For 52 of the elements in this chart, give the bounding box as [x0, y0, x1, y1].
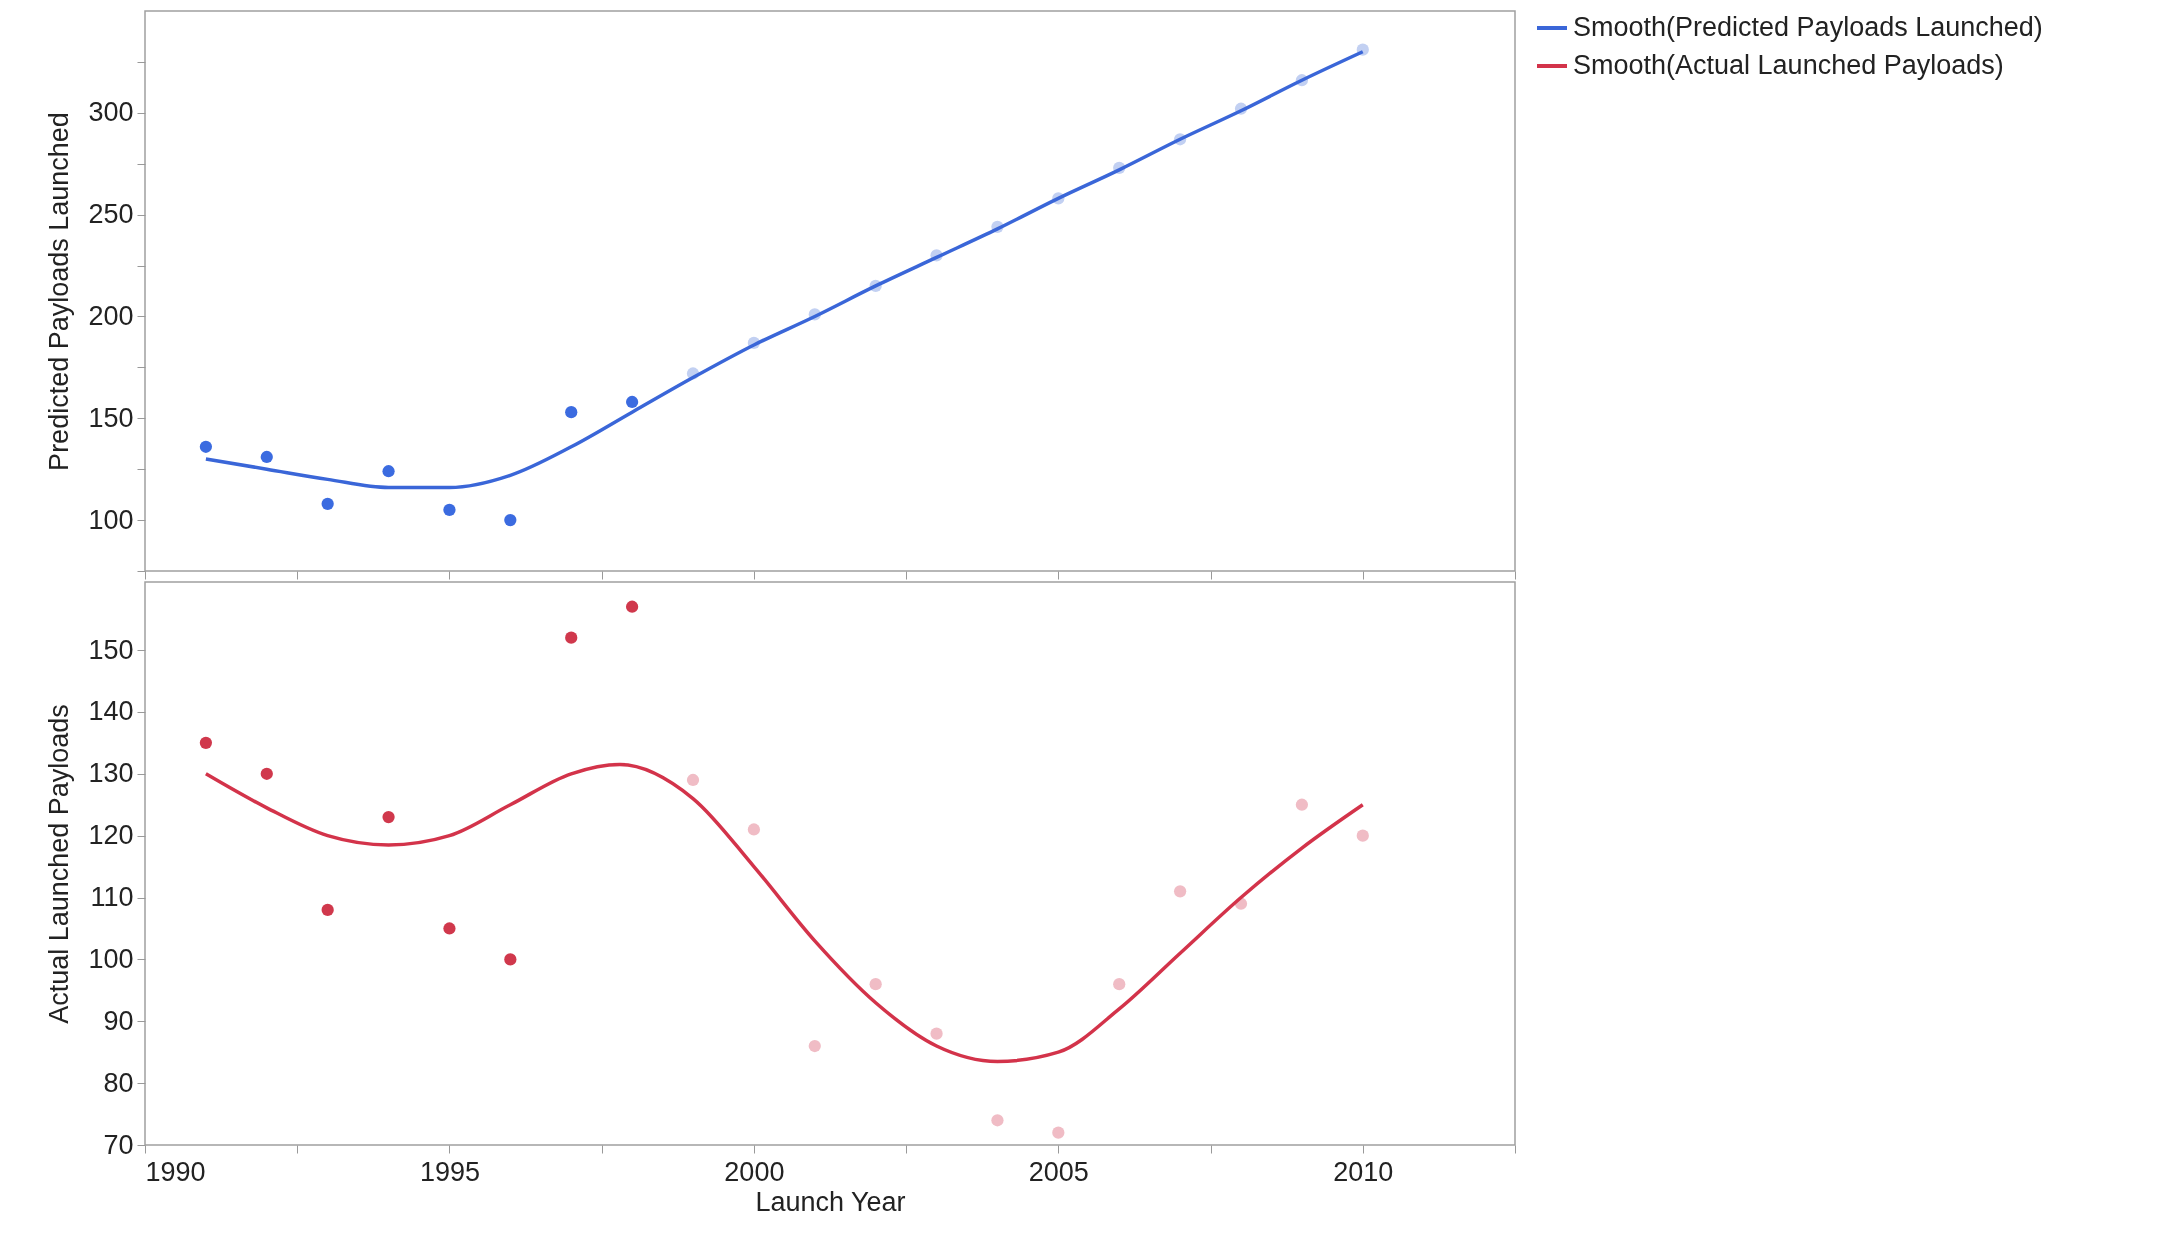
point	[565, 631, 578, 644]
y-tick-label: 130	[88, 758, 134, 789]
y-tick-label: 300	[88, 97, 134, 128]
point	[991, 1114, 1004, 1127]
y-tick-label: 140	[88, 696, 134, 727]
x-tick-label: 1995	[419, 1156, 480, 1187]
point	[1173, 885, 1187, 898]
y-tick-label: 150	[88, 634, 134, 665]
point	[808, 1039, 821, 1053]
x-tick-label: 2010	[1333, 1156, 1394, 1187]
y-tick-label: 150	[88, 402, 134, 433]
point	[747, 823, 761, 836]
y-tick-label: 80	[103, 1067, 134, 1098]
point	[504, 953, 517, 966]
point	[321, 497, 334, 510]
point	[260, 450, 273, 464]
x-tick-label: 2005	[1028, 1156, 1089, 1187]
point	[199, 736, 213, 749]
point	[504, 513, 517, 527]
point	[382, 465, 395, 478]
y-axis-title: Actual Launched Payloads	[44, 704, 75, 1024]
y-tick-label: 100	[88, 504, 134, 535]
x-axis-title: Launch Year	[755, 1186, 906, 1217]
point	[869, 978, 882, 991]
point	[1295, 798, 1309, 811]
point	[443, 922, 456, 935]
point	[321, 903, 334, 917]
point	[199, 440, 213, 453]
point	[260, 767, 273, 780]
y-tick-label: 200	[88, 300, 134, 331]
point	[625, 395, 639, 409]
y-tick-label: 90	[103, 1005, 134, 1036]
legend-label: Smooth(Predicted Payloads Launched)	[1573, 12, 2043, 42]
line-series	[204, 762, 1365, 1064]
point	[1113, 978, 1126, 991]
y-tick-label: 110	[90, 882, 134, 913]
point	[1052, 1126, 1065, 1139]
point	[625, 600, 639, 613]
y-tick-label: 120	[88, 820, 134, 851]
point	[565, 406, 578, 419]
point	[382, 810, 395, 824]
legend-label: Smooth(Actual Launched Payloads)	[1573, 50, 2004, 80]
point	[930, 1027, 943, 1040]
y-tick-label: 70	[103, 1129, 134, 1160]
point	[443, 503, 456, 517]
x-tick-label: 2000	[724, 1156, 785, 1187]
x-tick-label: 1990	[145, 1156, 206, 1187]
point	[686, 773, 700, 787]
y-tick-label: 100	[88, 943, 134, 974]
y-axis-title: Predicted Payloads Launched	[44, 112, 75, 471]
y-tick-label: 250	[88, 199, 134, 230]
point	[1356, 829, 1369, 842]
